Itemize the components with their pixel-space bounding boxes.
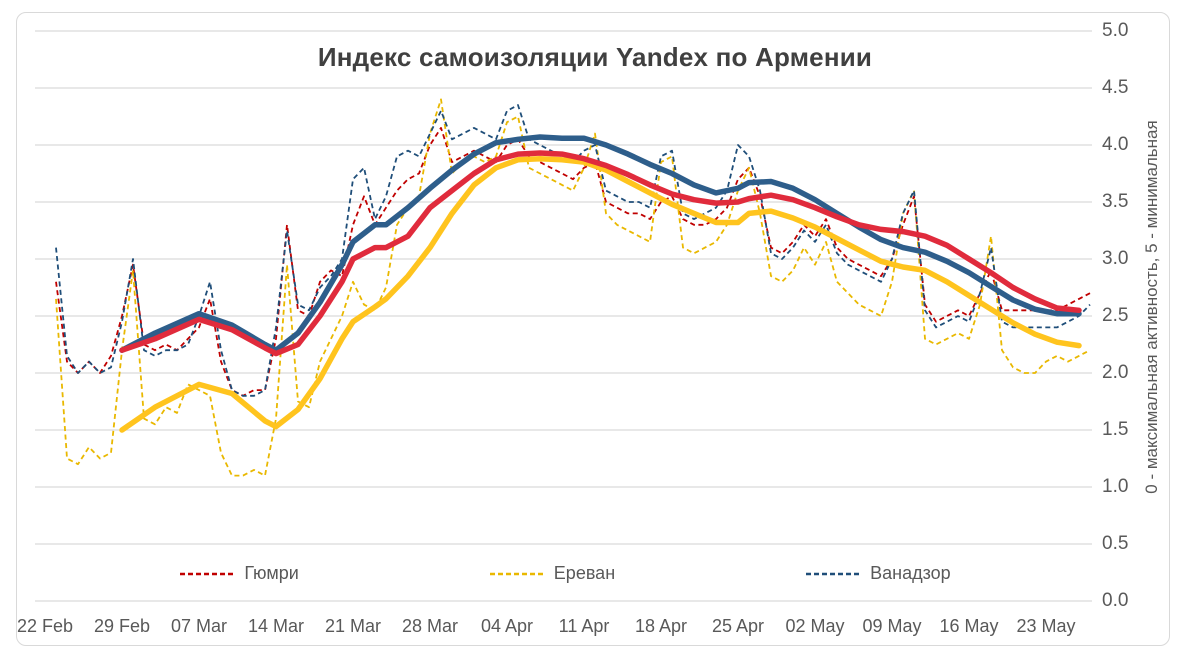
y-tick-label: 2.0 <box>1102 362 1129 383</box>
x-tick-label: 18 Apr <box>634 616 688 636</box>
y-tick-label: 5.0 <box>1102 20 1129 41</box>
y-tick-label: 1.5 <box>1102 419 1129 440</box>
x-tick-label: 02 May <box>785 616 845 636</box>
x-tick-label: 07 Mar <box>170 616 228 636</box>
x-tick-label: 29 Feb <box>93 616 151 636</box>
x-tick-label: 04 Apr <box>480 616 534 636</box>
x-tick-label: 14 Mar <box>247 616 305 636</box>
dashed-line-swatch-icon <box>489 572 544 575</box>
y-tick-label: 3.0 <box>1102 248 1129 269</box>
series-line-Гюмри <box>55 127 1091 397</box>
x-tick-label: 25 Apr <box>711 616 765 636</box>
legend-item-Ванадзор: Ванадзор <box>805 563 951 584</box>
trend-line-Ванадзор (тренд) <box>119 134 1082 353</box>
y-tick-label: 3.5 <box>1102 191 1129 212</box>
trend-line-Ереван (тренд) <box>119 155 1082 433</box>
legend-label: Ванадзор <box>870 563 951 583</box>
legend: Гюмри Ереван Ванадзор <box>0 563 1130 584</box>
chart-title: Индекс самоизоляции Yandex по Армении <box>317 42 873 72</box>
x-tick-label: 21 Mar <box>324 616 382 636</box>
x-tick-label: 09 May <box>862 616 922 636</box>
y-tick-label: 0.5 <box>1102 533 1129 554</box>
x-tick-label: 16 May <box>939 616 999 636</box>
x-tick-label: 11 Apr <box>558 616 610 636</box>
y-tick-label: 0.0 <box>1102 590 1129 611</box>
chart-frame-border <box>16 12 1170 646</box>
x-tick-label: 22 Feb <box>16 616 74 636</box>
y-tick-label: 4.5 <box>1102 77 1129 98</box>
x-tick-label: 23 May <box>1016 616 1076 636</box>
y-tick-label: 4.0 <box>1102 134 1129 155</box>
x-tick-label: 28 Mar <box>401 616 459 636</box>
dashed-line-swatch-icon <box>180 572 235 575</box>
legend-item-Гюмри: Гюмри <box>179 563 299 584</box>
series-line-Ванадзор <box>55 104 1091 397</box>
y-tick-label: 2.5 <box>1102 305 1129 326</box>
y-axis-title: 0 - максимальная активность, 5 - минимал… <box>1142 120 1161 494</box>
legend-label: Гюмри <box>244 563 299 583</box>
trend-line-Гюмри (тренд) <box>119 150 1082 357</box>
legend-label: Ереван <box>553 563 616 583</box>
dashed-line-swatch-icon <box>806 572 861 575</box>
legend-item-Ереван: Ереван <box>489 563 615 584</box>
y-tick-label: 1.0 <box>1102 476 1129 497</box>
